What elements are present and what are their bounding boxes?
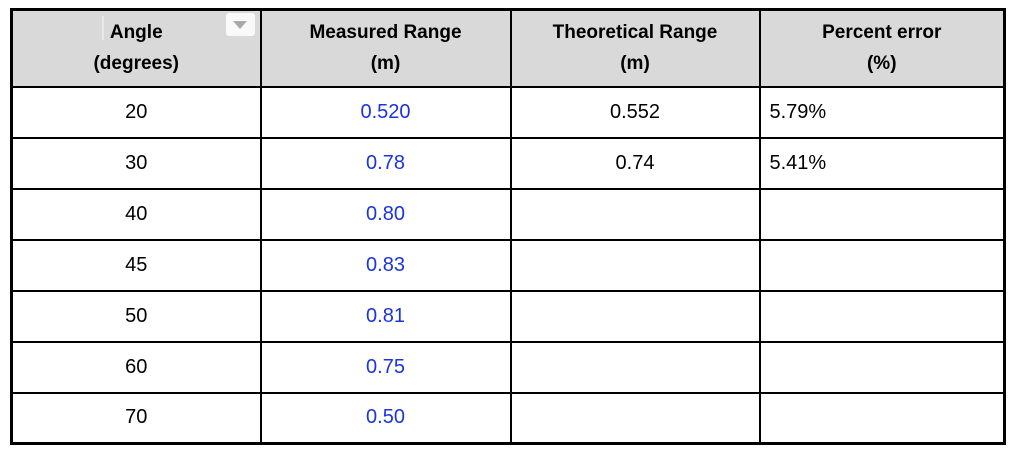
table-row: 50 0.81 xyxy=(10,289,1006,343)
column-header-angle[interactable]: Angle (degrees) xyxy=(10,8,262,88)
column-header-theoretical-range-label: Theoretical Range xyxy=(552,22,718,44)
table-row: 45 0.83 xyxy=(10,238,1006,292)
cell-angle[interactable]: 30 xyxy=(10,136,262,190)
cell-percent-error[interactable] xyxy=(758,187,1006,241)
column-header-angle-unit: (degrees) xyxy=(93,53,180,75)
chevron-down-icon xyxy=(233,20,247,29)
cell-theoretical-range[interactable]: 0.552 xyxy=(509,85,761,139)
cell-angle[interactable]: 50 xyxy=(10,289,262,343)
column-header-percent-error[interactable]: Percent error (%) xyxy=(758,8,1006,88)
header-row: Angle (degrees) Measured Range (m) Theor… xyxy=(10,8,1006,88)
column-header-percent-error-label: Percent error xyxy=(822,22,942,44)
cell-theoretical-range[interactable] xyxy=(509,187,761,241)
table-row: 20 0.520 0.552 5.79% xyxy=(10,85,1006,139)
cell-percent-error[interactable] xyxy=(758,238,1006,292)
cell-measured-range[interactable]: 0.50 xyxy=(259,391,512,445)
cell-percent-error[interactable]: 5.41% xyxy=(758,136,1006,190)
cell-percent-error[interactable] xyxy=(758,391,1006,445)
column-header-theoretical-range[interactable]: Theoretical Range (m) xyxy=(509,8,761,88)
cell-theoretical-range[interactable] xyxy=(509,391,761,445)
cell-theoretical-range[interactable] xyxy=(509,340,761,394)
table-row: 70 0.50 xyxy=(10,391,1006,445)
cell-angle[interactable]: 60 xyxy=(10,340,262,394)
cell-measured-range[interactable]: 0.78 xyxy=(259,136,512,190)
cell-percent-error[interactable] xyxy=(758,340,1006,394)
cell-theoretical-range[interactable]: 0.74 xyxy=(509,136,761,190)
cell-angle[interactable]: 70 xyxy=(10,391,262,445)
column-header-theoretical-range-unit: (m) xyxy=(620,53,650,75)
cell-measured-range[interactable]: 0.520 xyxy=(259,85,512,139)
text-cursor xyxy=(102,16,104,40)
cell-theoretical-range[interactable] xyxy=(509,289,761,343)
column-header-measured-range-unit: (m) xyxy=(370,53,401,75)
cell-measured-range[interactable]: 0.83 xyxy=(259,238,512,292)
cell-measured-range[interactable]: 0.75 xyxy=(259,340,512,394)
column-header-measured-range[interactable]: Measured Range (m) xyxy=(259,8,512,88)
cell-theoretical-range[interactable] xyxy=(509,238,761,292)
cell-percent-error[interactable]: 5.79% xyxy=(758,85,1006,139)
column-header-measured-range-label: Measured Range xyxy=(309,22,462,44)
table-row: 30 0.78 0.74 5.41% xyxy=(10,136,1006,190)
column-header-percent-error-unit: (%) xyxy=(866,53,897,75)
cell-percent-error[interactable] xyxy=(758,289,1006,343)
cell-measured-range[interactable]: 0.81 xyxy=(259,289,512,343)
data-table: Angle (degrees) Measured Range (m) Theor… xyxy=(10,8,1006,445)
cell-angle[interactable]: 40 xyxy=(10,187,262,241)
cell-measured-range[interactable]: 0.80 xyxy=(259,187,512,241)
table-row: 60 0.75 xyxy=(10,340,1006,394)
table-row: 40 0.80 xyxy=(10,187,1006,241)
dropdown-filter-button[interactable] xyxy=(225,13,255,36)
column-header-angle-label: Angle xyxy=(109,22,163,44)
cell-angle[interactable]: 45 xyxy=(10,238,262,292)
cell-angle[interactable]: 20 xyxy=(10,85,262,139)
